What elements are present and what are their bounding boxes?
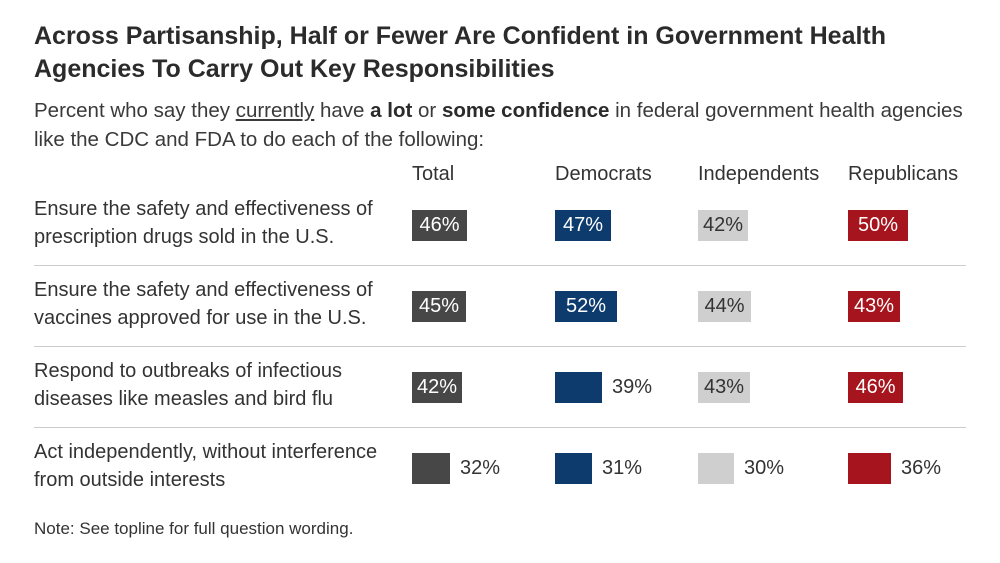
title-line-2: Agencies To Carry Out Key Responsibiliti… [34, 55, 555, 83]
column-header-republicans: Republicans [848, 163, 959, 185]
subtitle-text: have [314, 99, 371, 122]
bar-independents [698, 453, 734, 484]
bar-democrats [555, 453, 592, 484]
bar-total [412, 291, 466, 322]
bar-democrats [555, 291, 617, 322]
bar-democrats [555, 372, 602, 403]
bar-total [412, 453, 450, 484]
data-label: 43% [703, 376, 745, 398]
column-header-independents: Independents [698, 163, 820, 185]
subtitle-underlined: currently [235, 99, 315, 122]
subtitle-bold: some confidence [441, 99, 610, 122]
data-label: 42% [416, 376, 458, 398]
column-header-democrats: Democrats [555, 163, 652, 185]
data-label: 46% [855, 376, 896, 398]
data-label: 47% [562, 214, 604, 236]
bar-total [412, 210, 467, 241]
chart-subtitle: Percent who say they currently have a lo… [34, 96, 964, 154]
row-divider [34, 427, 966, 428]
row-label: Respond to outbreaks of infectious disea… [34, 360, 342, 410]
bar-republicans [848, 291, 900, 322]
data-label: 43% [853, 295, 895, 317]
bar-independents [698, 210, 748, 241]
data-label: 32% [460, 457, 501, 479]
data-label: 44% [704, 295, 745, 317]
bar-republicans [848, 372, 903, 403]
data-label: 46% [419, 214, 460, 236]
data-label: 36% [901, 457, 942, 479]
row-label: Ensure the safety and effectiveness of p… [34, 198, 373, 248]
bar-republicans [848, 453, 891, 484]
data-label: 31% [602, 457, 643, 479]
data-label: 42% [702, 214, 744, 236]
bar-total [412, 372, 462, 403]
row-divider [34, 265, 966, 266]
subtitle-text: or [412, 99, 442, 122]
data-label: 52% [565, 295, 607, 317]
data-label: 39% [612, 376, 653, 398]
bar-republicans [848, 210, 908, 241]
column-header-total: Total [412, 163, 455, 185]
footnote: Note: See topline for full question word… [34, 519, 354, 538]
row-label: Ensure the safety and effectiveness of v… [34, 279, 373, 329]
data-label: 50% [857, 214, 899, 236]
row-label: Act independently, without interference … [34, 441, 378, 491]
row-divider [34, 346, 966, 347]
subtitle-bold: a lot [370, 99, 413, 122]
data-label: 45% [418, 295, 460, 317]
bar-democrats [555, 210, 611, 241]
subtitle-text: in federal government health agencies li… [34, 99, 963, 151]
bar-independents [698, 372, 750, 403]
bar-independents [698, 291, 751, 322]
title-line-1: Across Partisanship, Half or Fewer Are C… [34, 22, 887, 50]
chart-title: Across Partisanship, Half or Fewer Are C… [34, 20, 964, 86]
data-label: 30% [744, 457, 785, 479]
subtitle-text: Percent who say they [34, 99, 236, 122]
